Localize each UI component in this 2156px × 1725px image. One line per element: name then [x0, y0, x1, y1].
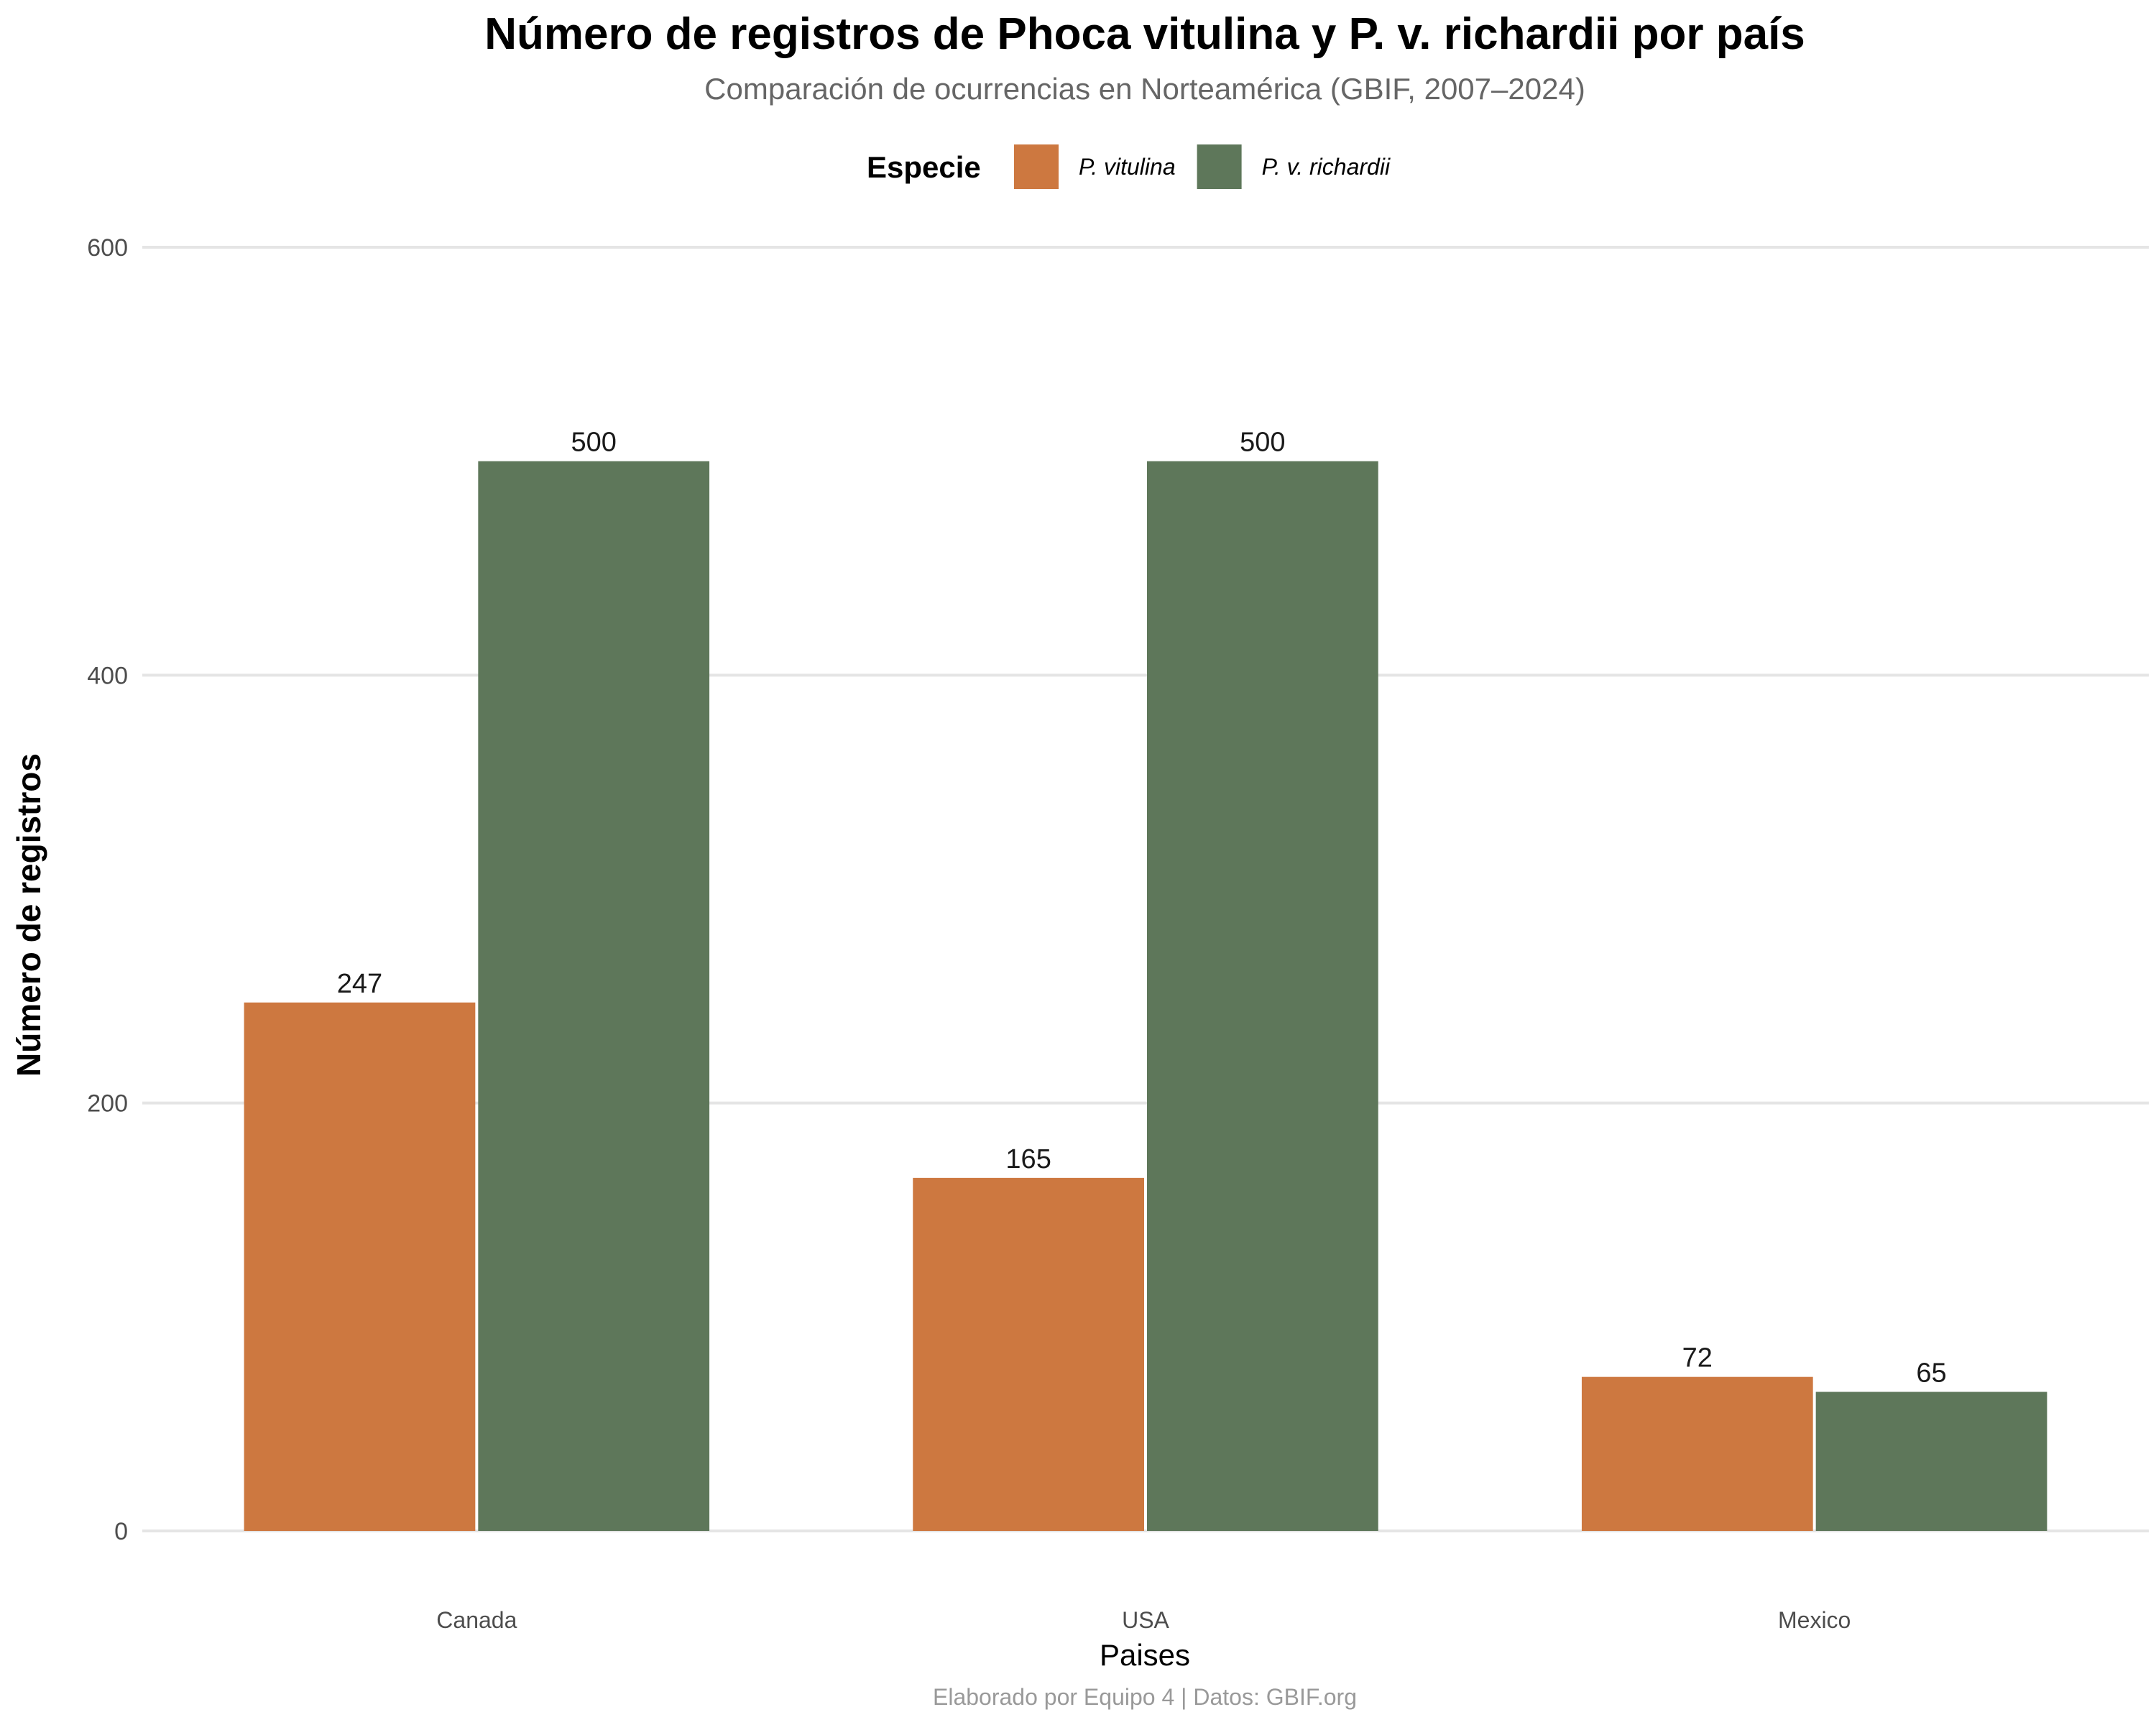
chart-subtitle: Comparación de ocurrencias en Norteaméri…: [704, 72, 1585, 106]
y-tick-label: 400: [87, 662, 128, 689]
bar: [244, 1002, 476, 1531]
x-tick-label: Canada: [436, 1607, 517, 1633]
y-tick-label: 0: [114, 1518, 128, 1545]
x-axis-ticks: Canada USA Mexico: [436, 1607, 1851, 1633]
legend-key: [1014, 144, 1059, 189]
data-labels: 247 500 165 500 72 65: [337, 428, 1947, 1389]
x-axis-title: Paises: [1100, 1638, 1190, 1672]
data-label: 247: [337, 969, 382, 999]
bar: [913, 1177, 1144, 1531]
legend-label: P. vitulina: [1079, 154, 1176, 180]
data-label: 65: [1916, 1358, 1946, 1389]
bars: [244, 461, 2047, 1531]
chart-title: Número de registros de Phoca vitulina y …: [484, 9, 1805, 59]
x-tick-label: Mexico: [1778, 1607, 1851, 1633]
y-axis-title: Número de registros: [10, 753, 47, 1077]
y-tick-label: 600: [87, 234, 128, 262]
legend-label: P. v. richardii: [1262, 154, 1391, 180]
legend-key: [1197, 144, 1242, 189]
data-label: 500: [571, 428, 616, 458]
y-tick-label: 200: [87, 1090, 128, 1118]
x-tick-label: USA: [1122, 1607, 1169, 1633]
y-axis-ticks: 0 200 400 600: [87, 234, 128, 1545]
data-label: 72: [1682, 1343, 1713, 1374]
bar: [1815, 1392, 2047, 1531]
grid-lines: [142, 246, 2149, 1532]
legend: Especie P. vitulina P. v. richardii: [867, 144, 1391, 189]
bar: [478, 461, 710, 1531]
data-label: 165: [1005, 1144, 1051, 1174]
chart-caption: Elaborado por Equipo 4 | Datos: GBIF.org: [933, 1684, 1357, 1710]
bar: [1147, 461, 1378, 1531]
data-label: 500: [1240, 428, 1285, 458]
bar: [1581, 1376, 1813, 1531]
legend-title: Especie: [867, 150, 981, 184]
